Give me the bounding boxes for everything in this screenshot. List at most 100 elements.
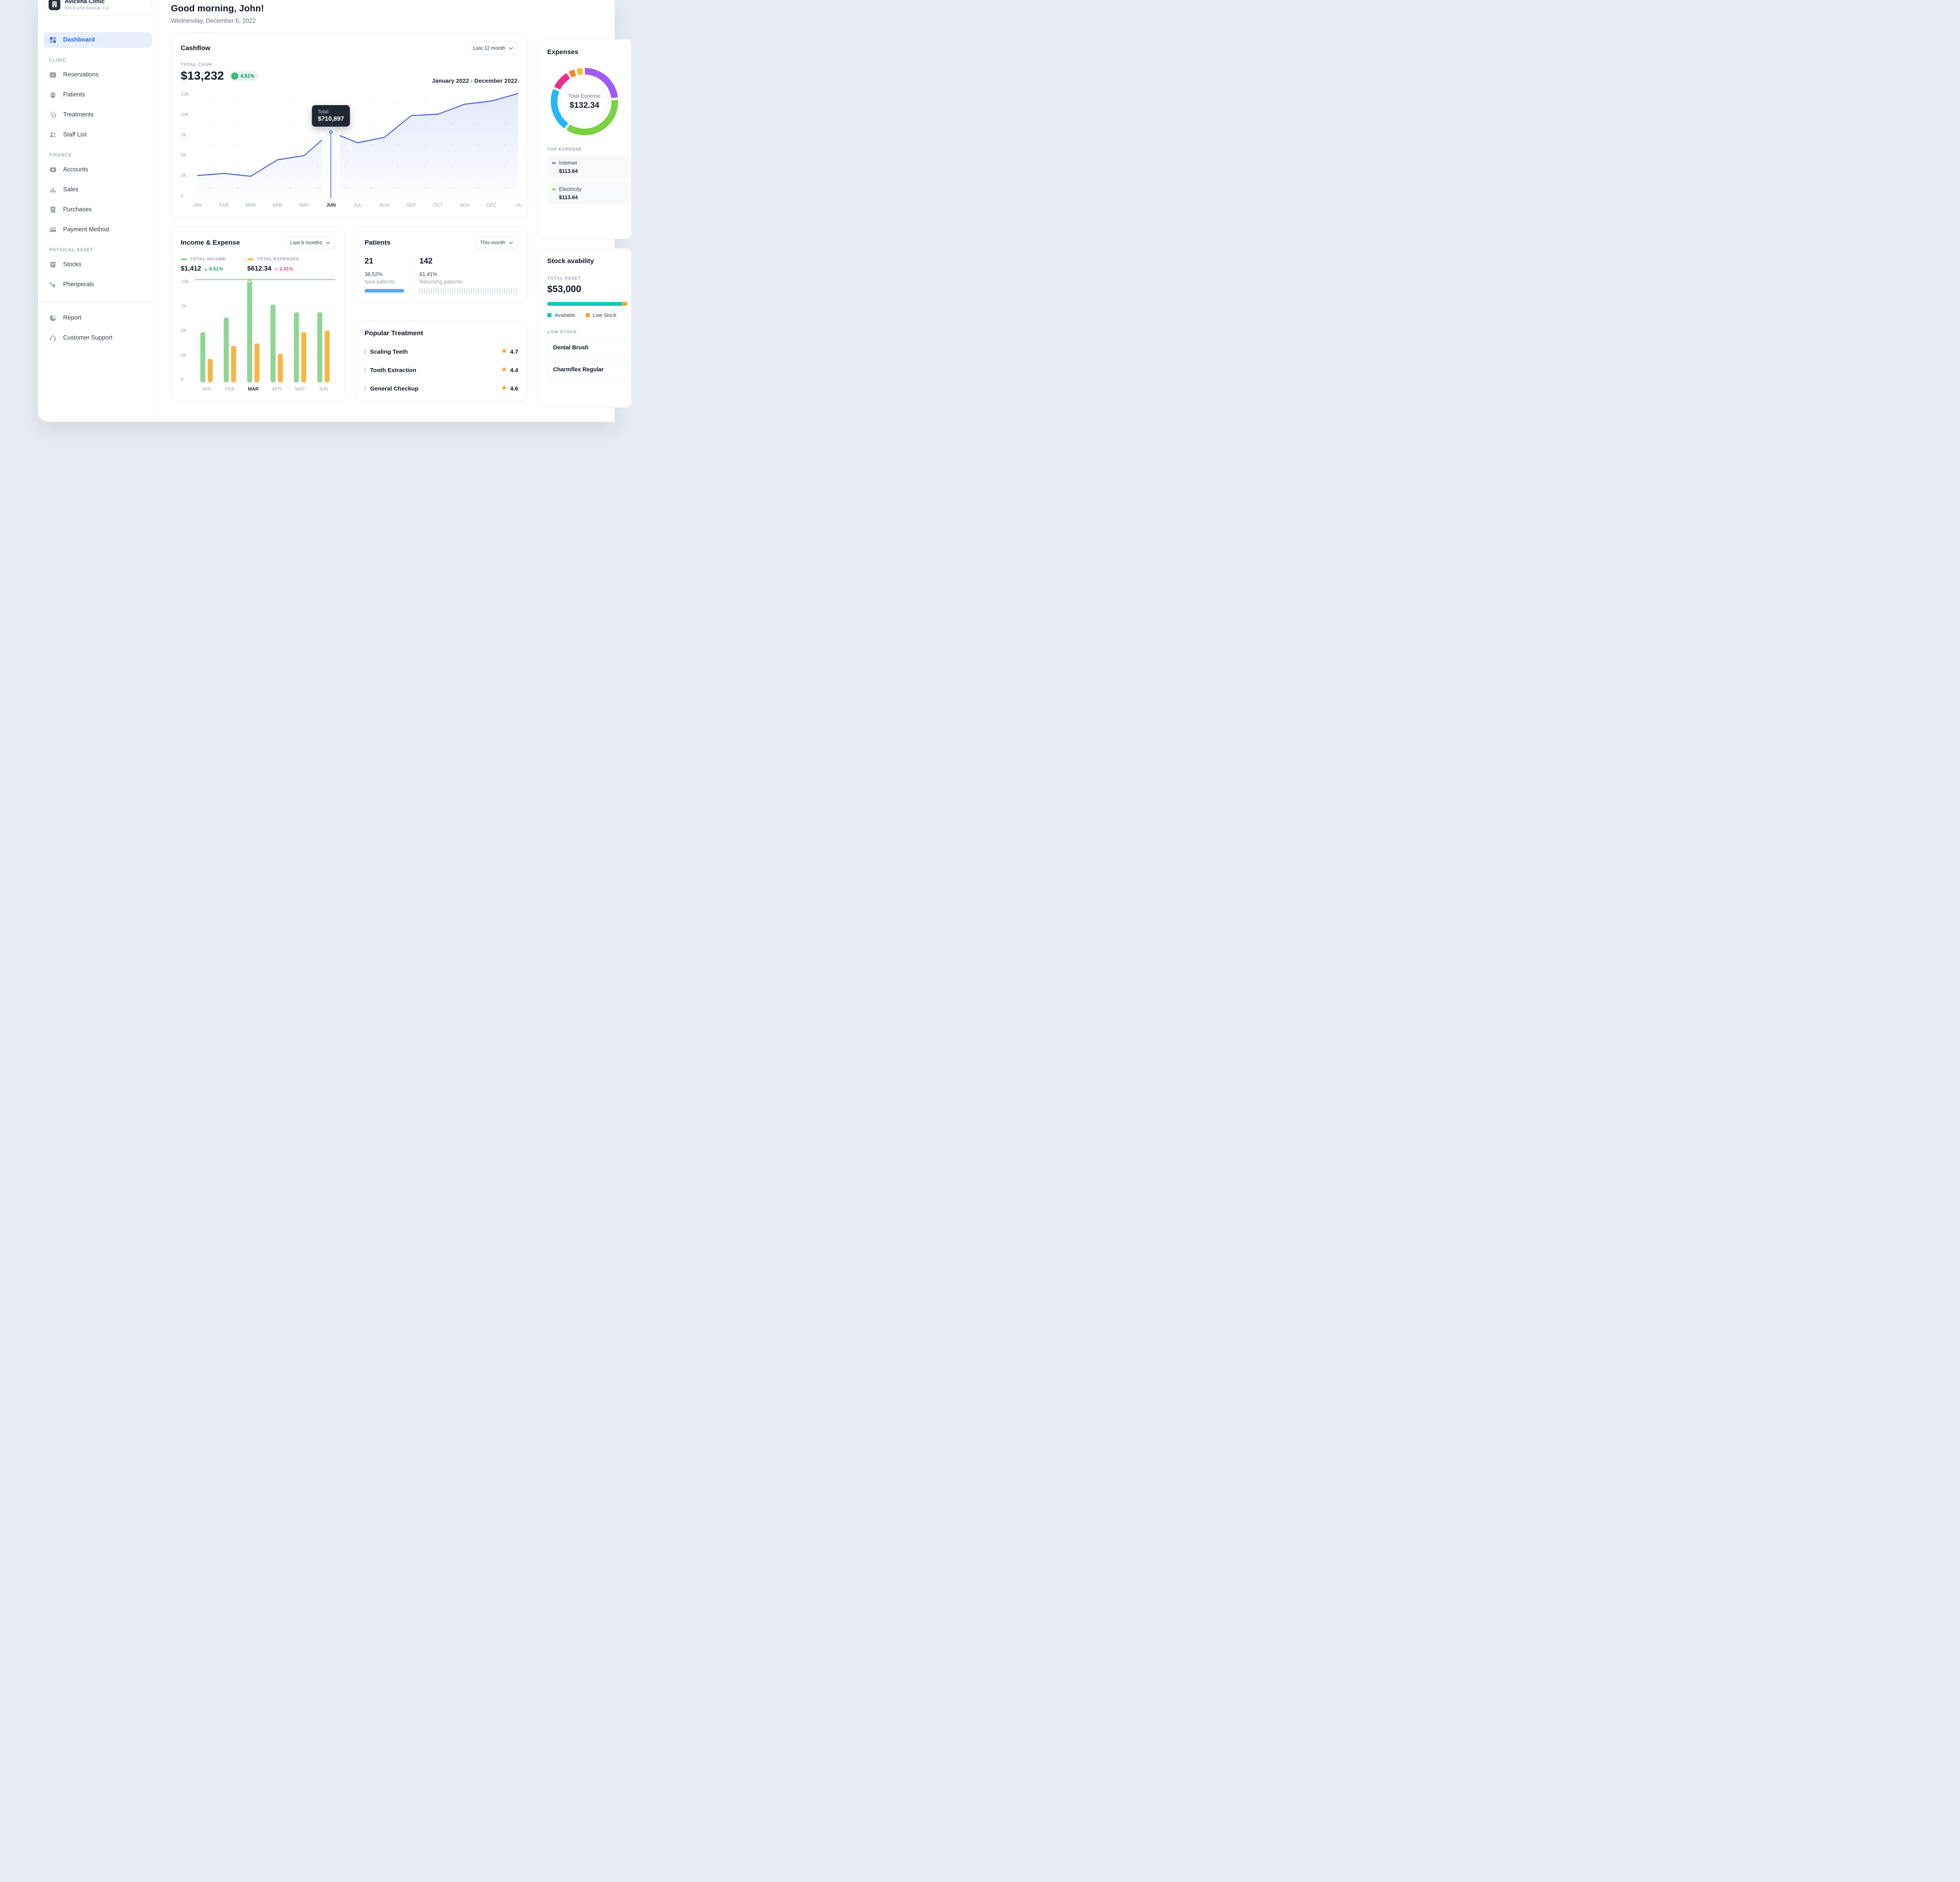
expense-item-value: $113.64: [559, 194, 578, 200]
sidebar-item-pheriperals[interactable]: Pheriperals: [44, 277, 152, 292]
expenses-value: $612.34: [247, 265, 272, 272]
sidebar-item-customer-support[interactable]: Customer Support: [44, 330, 152, 346]
cashflow-card: Cashflow Last 12 month TOTAL CASH $13,23…: [171, 33, 528, 218]
total-cash-label: TOTAL CASH: [181, 62, 212, 67]
right-column: Expenses Total Expense $132.34 TOP EXPEN…: [537, 0, 632, 422]
chevron-down-icon: [509, 240, 513, 245]
patient-avatar-icon: [49, 91, 57, 99]
cashflow-date-range: January 2022 - December 2022: [432, 78, 517, 84]
returning-patients-label: Returning patients: [419, 279, 463, 285]
treatment-name: Tooth Extraction: [370, 367, 417, 374]
cashflow-line-chart: [197, 93, 518, 198]
sidebar: Avicena Clinic 845 Euclid Avenue, CA Das…: [38, 0, 158, 422]
cashflow-title: Cashflow: [181, 44, 211, 52]
returning-patients-count: 142: [419, 257, 433, 265]
total-asset-label: TOTAL ASSET: [547, 276, 581, 281]
returning-patients-stat: 142 61.41% Returning patients: [411, 257, 518, 294]
top-expense-label: TOP EXPENSE: [547, 147, 582, 152]
new-patients-count: 21: [365, 257, 374, 265]
pie-chart-icon: [49, 314, 57, 322]
expenses-delta: 2.41%: [279, 266, 294, 272]
stock-title: Stock avability: [547, 257, 594, 265]
cashflow-active-point: [329, 130, 333, 134]
sidebar-item-payment-method[interactable]: Payment Method: [44, 222, 152, 238]
expense-item-name: Electricity: [559, 186, 582, 192]
dashboard-icon: [49, 36, 57, 44]
sidebar-item-label: Patients: [63, 91, 85, 98]
headset-icon: [49, 334, 57, 342]
expense-item: Internet $113.64: [547, 156, 632, 178]
clinic-card[interactable]: Avicena Clinic 845 Euclid Avenue, CA: [44, 0, 152, 16]
stock-available-fill: [547, 302, 622, 306]
income-legend-swatch: [181, 258, 187, 260]
patients-period-select[interactable]: This month: [475, 236, 518, 249]
sidebar-section-clinic: CLINIC: [49, 58, 67, 63]
sidebar-item-dashboard[interactable]: Dashboard: [44, 32, 152, 48]
low-stock-item: Dental Brush: [547, 339, 632, 356]
cashflow-period-value: Last 12 month: [473, 45, 505, 51]
sidebar-item-accounts[interactable]: Accounts: [44, 162, 152, 178]
users-icon: [49, 131, 57, 139]
income-expense-period-select[interactable]: Last 6 months: [285, 236, 335, 249]
popular-treatment-title: Popular Treatment: [365, 329, 423, 337]
income-delta: 4.51%: [209, 266, 223, 272]
sidebar-item-stocks[interactable]: Stocks: [44, 257, 152, 272]
expenses-title: Expenses: [547, 48, 579, 56]
sidebar-item-purchases[interactable]: Purchases: [44, 202, 152, 218]
expense-item-value: $113.64: [559, 168, 578, 174]
total-asset-value: $53,000: [547, 284, 581, 294]
cashflow-x-axis: JAN FEB MAR APR MAY JUN JUL AUG SEP OCT NOV DEC JA: [192, 202, 521, 208]
income-expense-plot-area: [195, 279, 335, 382]
legend-available: Available: [547, 312, 575, 318]
chevron-down-icon: [326, 240, 330, 245]
cashflow-delta-badge: ↑ 4.51%: [229, 71, 258, 81]
sidebar-item-reservations[interactable]: Reservations: [44, 67, 152, 83]
row-accent-bar: [365, 349, 366, 355]
stock-availability-bar: [547, 302, 628, 306]
returning-patients-pct: 61.41%: [419, 271, 437, 277]
low-stock-item: Charmflex Regular: [547, 361, 632, 378]
sidebar-item-label: Customer Support: [63, 334, 113, 341]
returning-patients-bar: [419, 288, 518, 294]
treatment-row: Scaling Teeth 4.7: [365, 348, 518, 356]
sidebar-item-patients[interactable]: Patients: [44, 87, 152, 103]
legend-label: Low Stock: [593, 312, 617, 318]
expenses-legend-swatch: [247, 258, 254, 260]
expenses-card: Expenses Total Expense $132.34 TOP EXPEN…: [537, 39, 632, 239]
cashflow-period-select[interactable]: Last 12 month: [468, 42, 518, 54]
star-icon: [501, 385, 507, 392]
sidebar-item-sales[interactable]: Sales: [44, 182, 152, 198]
stethoscope-icon: [49, 111, 57, 119]
expense-item-dot: [552, 188, 556, 190]
patients-title: Patients: [365, 238, 391, 246]
sidebar-item-report[interactable]: Report: [44, 310, 152, 326]
credit-card-icon: [49, 226, 57, 234]
total-expense-label: Total Expense: [568, 93, 601, 99]
sidebar-divider: [38, 301, 157, 302]
available-swatch: [547, 313, 552, 317]
sidebar-item-label: Sales: [63, 186, 78, 193]
treatment-row: Tooth Extraction 4.4: [365, 366, 518, 374]
tooltip-value: $710,897: [318, 115, 344, 122]
sidebar-item-label: Purchases: [63, 206, 92, 213]
patients-period-value: This month: [480, 240, 505, 245]
expenses-donut-chart: Total Expense $132.34: [551, 68, 618, 135]
sidebar-item-label: Payment Method: [63, 226, 109, 233]
cashflow-y-axis: 12K 10K 7K 5K 2K 0: [181, 91, 189, 198]
dental-chair-icon: [49, 281, 57, 289]
new-patients-label: New patients: [365, 279, 396, 285]
receipt-icon: [49, 206, 57, 214]
row-accent-bar: [365, 367, 366, 373]
row-accent-bar: [365, 385, 366, 392]
income-expense-card: Income & Expense Last 6 months TOTAL INC…: [171, 227, 345, 401]
income-expense-x-axis: JAN FEB MAR APR MAY JUN: [202, 386, 328, 392]
legend-low-stock: Low Stock: [585, 312, 617, 318]
sidebar-item-staff-list[interactable]: Staff List: [44, 127, 152, 143]
page-title: Good morning, John!: [171, 3, 264, 13]
income-expense-y-axis: 10K 7K 5K 2K 0: [181, 279, 189, 382]
sidebar-item-treatments[interactable]: Treatments: [44, 107, 152, 123]
low-stock-label: LOW STOCK: [547, 330, 577, 334]
clinic-address: 845 Euclid Avenue, CA: [65, 6, 109, 11]
clinic-logo-icon: [49, 0, 60, 10]
cashflow-tooltip: Total: $710,897: [312, 105, 350, 127]
